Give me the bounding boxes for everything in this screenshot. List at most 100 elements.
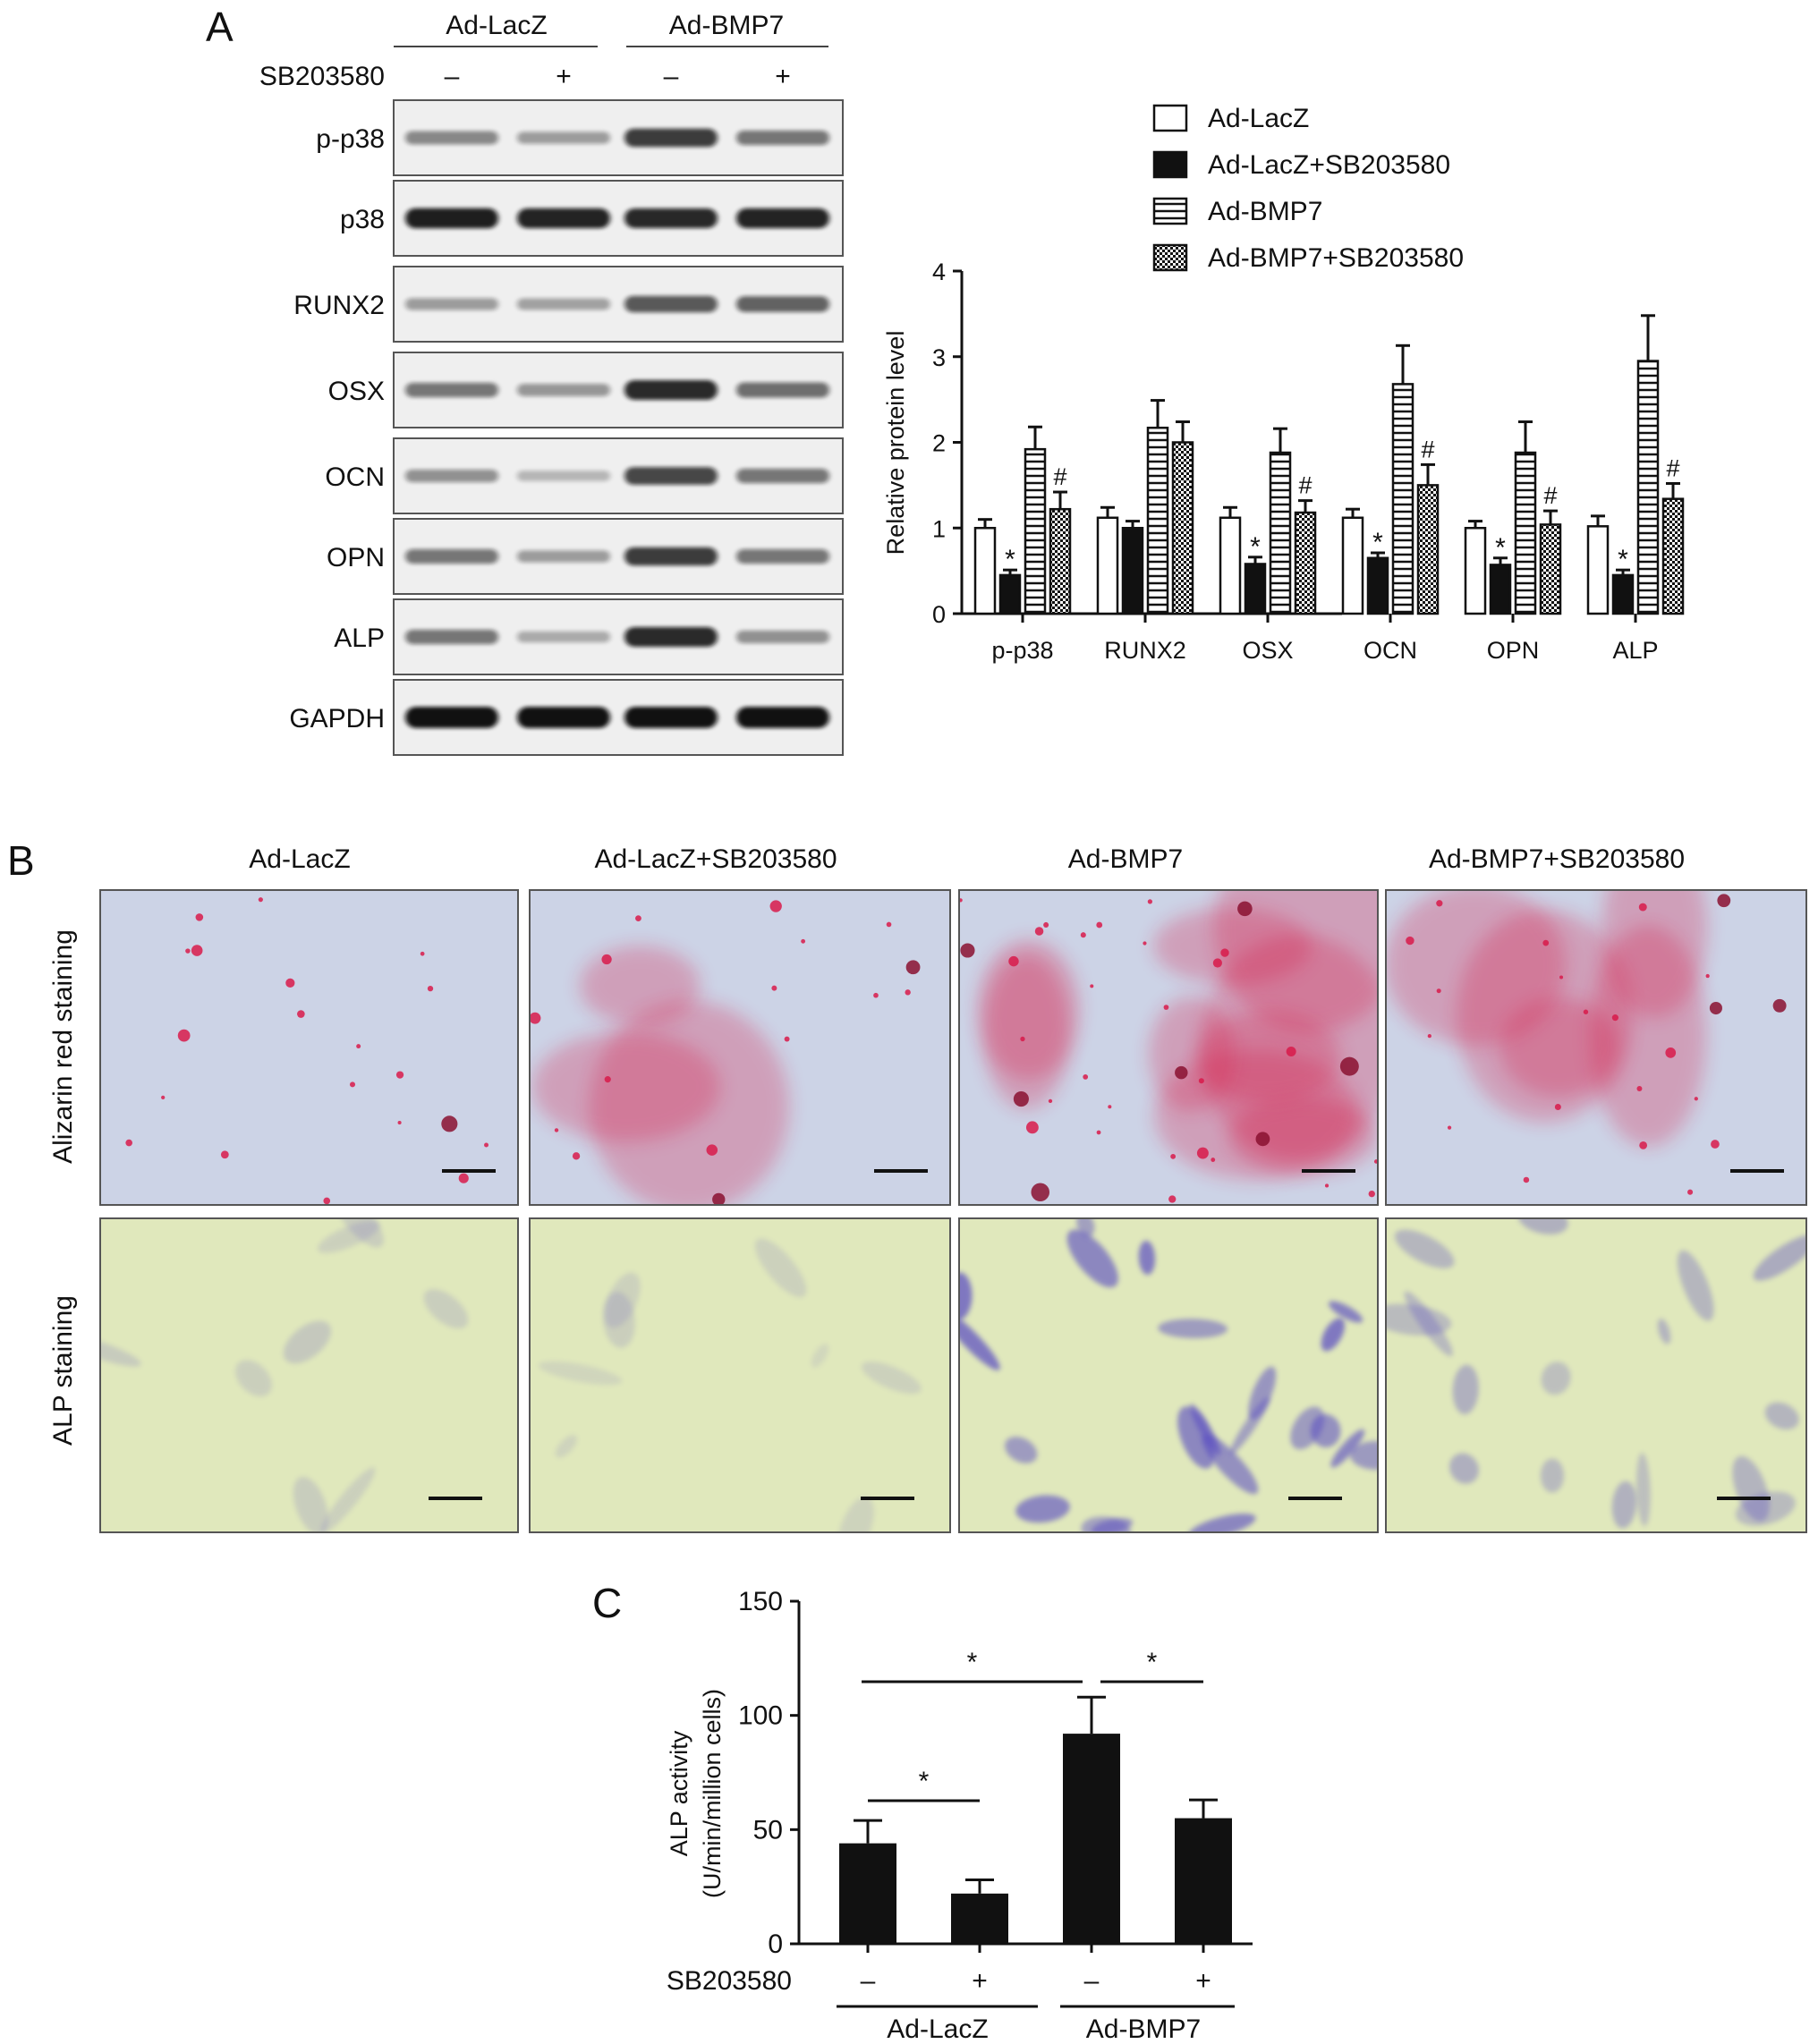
chart-c-sign: +	[972, 1966, 988, 1996]
blot-group-label-1: Ad-LacZ	[446, 11, 547, 40]
stained-cell	[1138, 1240, 1156, 1276]
mineral-nodule	[427, 985, 434, 992]
mineral-nodule	[886, 921, 892, 928]
mineral-nodule	[712, 1192, 726, 1205]
mineral-nodule	[1025, 1121, 1039, 1134]
blot-row-label-ocn: OCN	[325, 462, 385, 492]
stained-cell	[1677, 1250, 1714, 1321]
chart-a-bar-ad-bmp7	[1514, 451, 1537, 615]
blot-sign-1: –	[445, 62, 460, 91]
mineral-nodule	[458, 1173, 469, 1183]
mineral-nodule	[1196, 1147, 1209, 1159]
stained-cell	[293, 1476, 328, 1532]
chart-a-y-tick-label: 4	[932, 259, 946, 285]
chart-a-bar-ad-lacz-sb203580	[998, 573, 1022, 615]
mineral-nodule	[1034, 927, 1044, 936]
chart-c-y-tick-label: 100	[738, 1701, 783, 1731]
blot-band	[624, 547, 718, 566]
mineral-nodule	[905, 960, 921, 975]
stained-cell	[1394, 1229, 1455, 1268]
mineral-nodule	[1080, 932, 1086, 938]
chart-c-bar	[951, 1893, 1008, 1944]
mineral-nodule	[1096, 1130, 1101, 1135]
stained-cell	[1350, 1441, 1378, 1471]
chart-a-bar-ad-bmp7	[1024, 447, 1047, 615]
mineral-nodule	[706, 1144, 718, 1156]
chart-a-significance-hash: #	[1421, 436, 1434, 462]
chart-a-bar-ad-lacz	[1341, 516, 1364, 615]
stained-cell	[1310, 1413, 1341, 1448]
mineral-nodule	[1772, 998, 1787, 1013]
mineral-nodule	[1639, 1141, 1648, 1149]
mineral-nodule	[1170, 1153, 1177, 1159]
mineral-nodule	[1090, 984, 1094, 988]
blot-sign-3: –	[664, 62, 679, 91]
chart-c-y-tick-label: 0	[768, 1930, 783, 1959]
chart-a-x-tick-label-runx2: RUNX2	[1104, 637, 1186, 664]
chart-c-ylabel-line1: ALP activity	[666, 1730, 692, 1856]
mineral-nodule	[1523, 1176, 1530, 1183]
stain-row-label-1: Alizarin red staining	[48, 929, 78, 1164]
mineral-nodule	[1705, 973, 1710, 979]
legend-swatch-ad-bmp7	[1152, 197, 1188, 225]
chart-a-significance-hash: #	[1298, 472, 1312, 499]
legend-label-ad-bmp7: Ad-BMP7	[1208, 197, 1322, 226]
mineral-nodule	[1198, 1078, 1204, 1084]
panel-b-letter: B	[7, 837, 35, 884]
blot-row-label-p38: p38	[340, 205, 385, 234]
chart-a-bar-ad-bmp7-sb203580	[1539, 523, 1562, 615]
chart-a-x-tick-label-opn: OPN	[1487, 637, 1540, 664]
stained-cell	[959, 1309, 1000, 1370]
chart-a-significance-star: *	[1372, 528, 1383, 557]
western-blot: p-p38 p38 RUNX2 OSX OCN OPN ALP GAPDH	[289, 99, 844, 756]
blot-band	[517, 298, 610, 310]
blot-band	[624, 707, 718, 728]
blot-row-label-runx2: RUNX2	[293, 291, 385, 320]
chart-a-bar-ad-bmp7-sb203580	[1416, 484, 1440, 615]
stain-row-label-2: ALP staining	[48, 1295, 78, 1446]
stained-cell	[283, 1320, 331, 1364]
stained-cell	[235, 1360, 272, 1397]
stain-col-label-3: Ad-BMP7	[1068, 844, 1183, 874]
chart-c-bar	[1063, 1734, 1120, 1944]
blot-band	[405, 469, 498, 483]
mineral-nodule	[1043, 921, 1049, 928]
image-frame	[958, 1217, 1379, 1533]
mineral-nodule	[1427, 1034, 1431, 1039]
alizarin-diffuse-stain	[579, 946, 701, 1026]
mineral-nodule	[220, 1150, 229, 1159]
blot-band	[624, 128, 718, 148]
blot-band	[736, 208, 829, 229]
legend-swatch-ad-lacz	[1152, 104, 1188, 132]
mineral-nodule	[1709, 1001, 1722, 1015]
mineral-nodule	[1368, 1190, 1375, 1198]
mineral-nodule	[1048, 1098, 1053, 1104]
mineral-nodule	[1008, 955, 1019, 967]
blot-band	[736, 296, 829, 312]
image-frame	[1385, 1217, 1807, 1533]
blot-band	[405, 382, 498, 398]
mineral-nodule	[771, 985, 777, 991]
protein-level-chart: Relative protein level 0 1 2 3 4 p-p38 RUNX2 OS…	[882, 259, 1685, 664]
panel-c-letter: C	[592, 1580, 622, 1626]
image-frame	[529, 889, 951, 1206]
chart-a-bar-ad-lacz	[1219, 516, 1242, 615]
mineral-nodule	[484, 1142, 488, 1148]
stained-cell	[320, 1467, 376, 1532]
alizarin-diffuse-stain	[1213, 890, 1378, 1033]
blot-group-label-2: Ad-BMP7	[669, 11, 784, 40]
stained-cell	[1066, 1229, 1118, 1288]
stained-cell	[1081, 1516, 1131, 1532]
chart-a-bar-ad-bmp7	[1636, 360, 1660, 615]
blot-band	[405, 548, 498, 564]
mineral-nodule	[349, 1081, 356, 1088]
chart-c-group-label-1: Ad-LacZ	[887, 2014, 988, 2044]
mineral-nodule	[554, 1128, 559, 1132]
mineral-nodule	[1665, 1047, 1677, 1058]
chart-a-bar-ad-bmp7-sb203580	[1661, 497, 1685, 615]
alp-background	[959, 1218, 1378, 1532]
blot-band	[405, 131, 498, 145]
chart-a-bar-ad-bmp7	[1269, 451, 1292, 615]
chart-c-sign: –	[861, 1966, 876, 1996]
